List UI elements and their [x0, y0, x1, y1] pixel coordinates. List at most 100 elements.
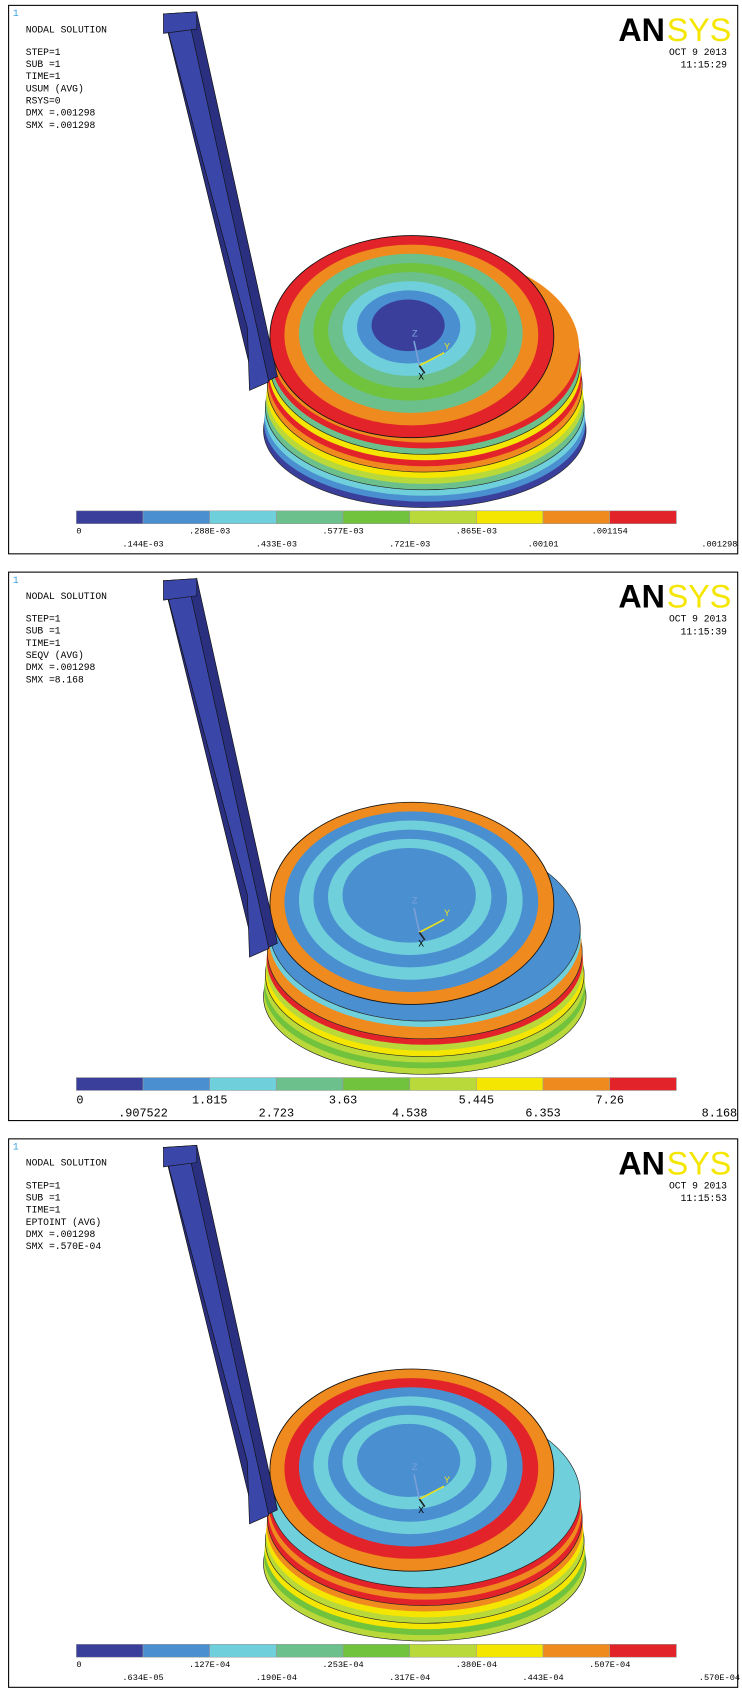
legend-label: .190E-04 — [256, 1673, 297, 1683]
time: 11:15:29 — [681, 60, 728, 71]
legend-label: 0 — [76, 1093, 83, 1107]
colorbar-swatch — [610, 1644, 677, 1657]
legend-label: .443E-04 — [522, 1673, 563, 1683]
legend-label: .433E-03 — [256, 539, 297, 549]
info-line: STEP=1 — [26, 1180, 61, 1191]
logo-an: AN — [618, 579, 665, 615]
colorbar-swatch — [276, 511, 343, 524]
legend-label: .380E-04 — [456, 1660, 497, 1670]
colorbar-swatch — [410, 1078, 477, 1091]
legend-label: 2.723 — [259, 1106, 294, 1120]
legend-label: 3.63 — [329, 1093, 357, 1107]
date: OCT 9 2013 — [669, 47, 727, 58]
info-line: SUB =1 — [26, 1192, 61, 1203]
logo-an: AN — [618, 1145, 665, 1181]
legend-label: .570E-04 — [699, 1673, 740, 1683]
info-line: TIME=1 — [26, 1205, 61, 1216]
page: {"panels":[ {"index":"1","heading":"NODA… — [0, 0, 742, 1697]
window-index: 1 — [13, 1142, 19, 1153]
colorbar-swatch — [543, 1644, 610, 1657]
heading: NODAL SOLUTION — [26, 24, 107, 35]
time: 11:15:53 — [681, 1193, 728, 1204]
triad-label: Y — [444, 908, 450, 919]
legend-label: .577E-03 — [322, 526, 363, 536]
colorbar-swatch — [476, 511, 543, 524]
triad-label: X — [418, 938, 424, 949]
legend-label: 0 — [76, 526, 81, 536]
triad-label: X — [418, 1505, 424, 1516]
colorbar-swatch — [343, 1644, 410, 1657]
info-line: USUM (AVG) — [26, 83, 84, 94]
logo-sys: SYS — [667, 12, 732, 48]
colorbar-swatch — [476, 1644, 543, 1657]
info-line: TIME=1 — [26, 638, 61, 649]
colorbar-swatch — [410, 1644, 477, 1657]
info-line: DMX =.001298 — [26, 108, 96, 119]
colorbar-swatch — [410, 511, 477, 524]
legend-label: .865E-03 — [456, 526, 497, 536]
legend-label: 5.445 — [459, 1093, 494, 1107]
heading: NODAL SOLUTION — [26, 591, 107, 602]
triad-label: Z — [412, 329, 418, 340]
time: 11:15:39 — [681, 626, 728, 637]
disc-top-band — [343, 848, 476, 943]
legend-label: 6.353 — [525, 1106, 560, 1120]
info-line: SMX =8.168 — [26, 674, 84, 685]
info-line: EPTOINT (AVG) — [26, 1217, 101, 1228]
heading: NODAL SOLUTION — [26, 1158, 107, 1169]
colorbar-swatch — [143, 1078, 210, 1091]
colorbar-swatch — [276, 1644, 343, 1657]
colorbar-swatch — [476, 1078, 543, 1091]
colorbar-swatch — [76, 1644, 143, 1657]
triad-label: X — [418, 372, 424, 383]
legend-label: .317E-04 — [389, 1673, 430, 1683]
info-line: TIME=1 — [26, 71, 61, 82]
legend-label: .507E-04 — [589, 1660, 630, 1670]
legend-label: .00101 — [528, 539, 559, 549]
legend-label: .634E-05 — [122, 1673, 163, 1683]
colorbar-swatch — [143, 1644, 210, 1657]
colorbar-swatch — [276, 1078, 343, 1091]
logo-sys: SYS — [667, 579, 732, 615]
triad-label: Y — [444, 342, 450, 353]
legend-label: .288E-03 — [189, 526, 230, 536]
info-line: SEQV (AVG) — [26, 650, 84, 661]
legend-label: .001298 — [701, 539, 737, 549]
info-line: DMX =.001298 — [26, 1229, 96, 1240]
colorbar-swatch — [76, 1078, 143, 1091]
date: OCT 9 2013 — [669, 614, 727, 625]
colorbar-swatch — [610, 1078, 677, 1091]
info-line: SUB =1 — [26, 59, 61, 70]
info-line: SMX =.001298 — [26, 120, 96, 131]
triad-label: Z — [412, 1462, 418, 1473]
disc-top-band — [372, 300, 445, 352]
colorbar-swatch — [610, 511, 677, 524]
info-line: STEP=1 — [26, 614, 61, 625]
info-line: SUB =1 — [26, 626, 61, 637]
legend-label: .001154 — [592, 526, 628, 536]
window-index: 1 — [13, 575, 19, 586]
legend-label: .144E-03 — [122, 539, 163, 549]
legend-label: 7.26 — [596, 1093, 624, 1107]
colorbar-swatch — [210, 511, 277, 524]
date: OCT 9 2013 — [669, 1180, 727, 1191]
window-index: 1 — [13, 8, 19, 19]
colorbar-swatch — [210, 1644, 277, 1657]
logo-an: AN — [618, 12, 665, 48]
info-line: DMX =.001298 — [26, 662, 96, 673]
legend-label: .253E-04 — [322, 1660, 363, 1670]
triad-label: Z — [412, 895, 418, 906]
legend-label: 0 — [76, 1660, 81, 1670]
colorbar-swatch — [143, 511, 210, 524]
colorbar-swatch — [210, 1078, 277, 1091]
colorbar-swatch — [343, 511, 410, 524]
info-line: STEP=1 — [26, 47, 61, 58]
colorbar-swatch — [76, 511, 143, 524]
screenshot: 1NODAL SOLUTIONSTEP=1SUB =1TIME=1USUM (A… — [0, 0, 742, 1697]
legend-label: 1.815 — [192, 1093, 227, 1107]
legend-label: 4.538 — [392, 1106, 427, 1120]
info-line: SMX =.570E-04 — [26, 1241, 102, 1252]
